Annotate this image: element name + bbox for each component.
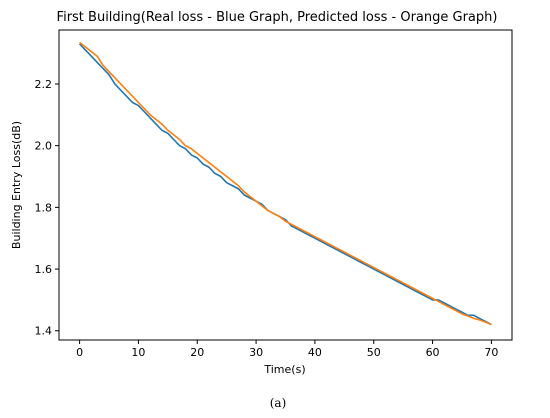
series-line-real <box>79 43 492 326</box>
x-tick-label: 50 <box>367 346 381 359</box>
y-axis-label: Building Entry Loss(dB) <box>10 121 23 249</box>
figure-caption: (a) <box>270 396 287 410</box>
y-tick-label: 2.0 <box>35 140 53 153</box>
x-tick-label: 0 <box>76 346 83 359</box>
x-tick-label: 70 <box>484 346 498 359</box>
chart-title: First Building(Real loss - Blue Graph, P… <box>57 10 498 25</box>
plot-frame <box>58 29 513 341</box>
plot-series <box>79 41 492 326</box>
series-line-predicted <box>79 41 492 326</box>
x-tick-label: 10 <box>131 346 145 359</box>
x-tick-label: 60 <box>426 346 440 359</box>
x-tick-label: 20 <box>190 346 204 359</box>
x-axis-label: Time(s) <box>263 363 305 376</box>
y-tick-label: 1.6 <box>35 263 53 276</box>
y-tick-label: 1.8 <box>35 201 53 214</box>
y-tick-label: 2.2 <box>35 78 53 91</box>
x-tick-label: 30 <box>249 346 263 359</box>
y-tick-label: 1.4 <box>35 325 53 338</box>
x-tick-label: 40 <box>308 346 322 359</box>
x-axis-ticks: 0 10 20 30 40 50 60 70 <box>76 340 498 359</box>
y-axis-ticks: 1.4 1.6 1.8 2.0 2.2 <box>35 78 59 338</box>
